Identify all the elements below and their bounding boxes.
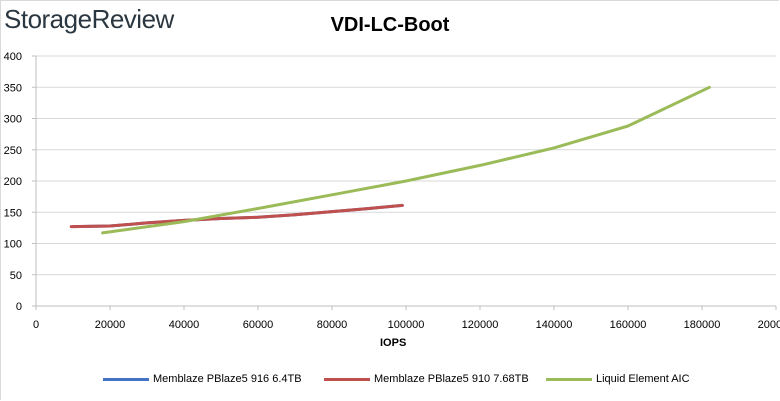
y-tick-label: 400 <box>4 51 22 63</box>
y-tick-label: 50 <box>10 270 22 282</box>
legend-item-pblaze5-910: Memblaze PBlaze5 910 7.68TB <box>324 373 529 385</box>
legend-label: Memblaze PBlaze5 916 6.4TB <box>153 373 302 385</box>
y-tick-label: 250 <box>4 145 22 157</box>
y-tick-label: 150 <box>4 207 22 219</box>
x-tick-label: 80000 <box>317 319 348 331</box>
y-tick-label: 100 <box>4 239 22 251</box>
x-tick-label: 100000 <box>388 319 425 331</box>
x-tick-label: 20000 <box>95 319 126 331</box>
y-tick-label: 200 <box>4 176 22 188</box>
x-tick-label: 120000 <box>462 319 499 331</box>
x-tick-label: 200000 <box>758 319 780 331</box>
x-tick-label: 0 <box>33 319 39 331</box>
x-tick-label: 40000 <box>169 319 200 331</box>
x-tick-label: 180000 <box>684 319 721 331</box>
legend-label: Liquid Element AIC <box>596 373 690 385</box>
x-axis-label: IOPS <box>380 337 407 349</box>
series-line-3 <box>101 85 711 235</box>
legend-label: Memblaze PBlaze5 910 7.68TB <box>374 373 529 385</box>
x-tick-label: 60000 <box>243 319 274 331</box>
legend-item-liquid-element: Liquid Element AIC <box>546 373 690 385</box>
series-line-2 <box>69 203 404 229</box>
y-tick-label: 300 <box>4 114 22 126</box>
x-tick-label: 140000 <box>536 319 573 331</box>
x-tick-label: 160000 <box>610 319 647 331</box>
y-tick-label: 0 <box>16 301 22 313</box>
legend-swatch <box>103 377 149 381</box>
chart-title: VDI-LC-Boot <box>330 14 450 36</box>
legend-swatch <box>324 377 370 381</box>
y-tick-label: 350 <box>4 82 22 94</box>
legend-swatch <box>546 377 592 381</box>
legend-item-pblaze5-916: Memblaze PBlaze5 916 6.4TB <box>103 373 302 385</box>
storagereview-logo: StorageReview <box>4 4 174 34</box>
